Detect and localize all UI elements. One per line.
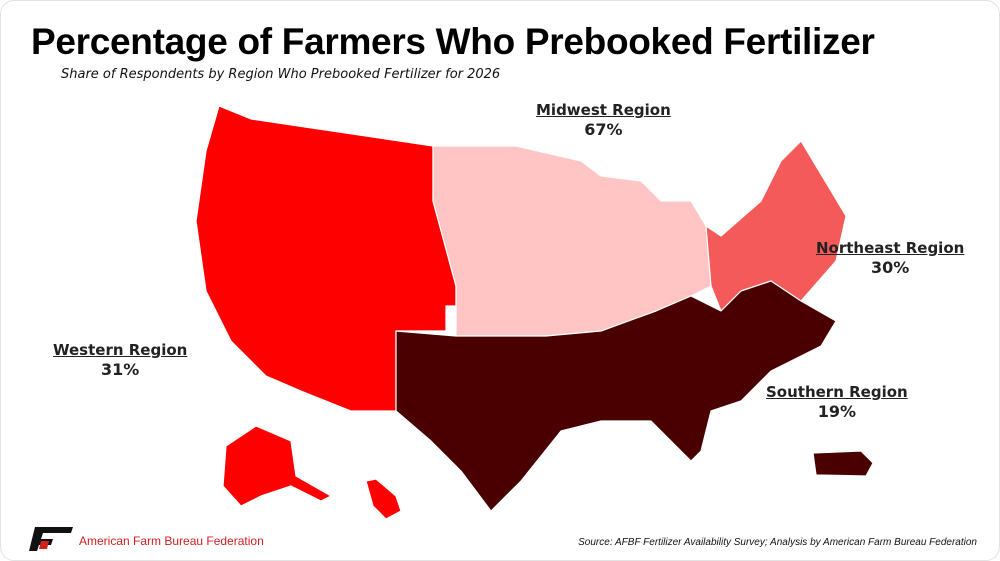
label-northeast: Northeast Region 30% bbox=[816, 239, 965, 277]
afbf-logo bbox=[29, 527, 73, 551]
map-title: Percentage of Farmers Who Prebooked Fert… bbox=[31, 21, 875, 62]
hawaii bbox=[365, 478, 402, 520]
label-midwest: Midwest Region 67% bbox=[536, 101, 671, 139]
region-midwest bbox=[432, 145, 712, 337]
label-west: Western Region 31% bbox=[53, 341, 188, 379]
source-note: Source: AFBF Fertilizer Availability Sur… bbox=[578, 537, 977, 548]
puerto-rico bbox=[812, 450, 874, 477]
alaska bbox=[222, 425, 332, 507]
map-subtitle: Share of Respondents by Region Who Prebo… bbox=[61, 67, 501, 82]
label-south: Southern Region 19% bbox=[766, 383, 908, 421]
organization-name: American Farm Bureau Federation bbox=[79, 534, 264, 548]
region-south bbox=[395, 280, 837, 512]
